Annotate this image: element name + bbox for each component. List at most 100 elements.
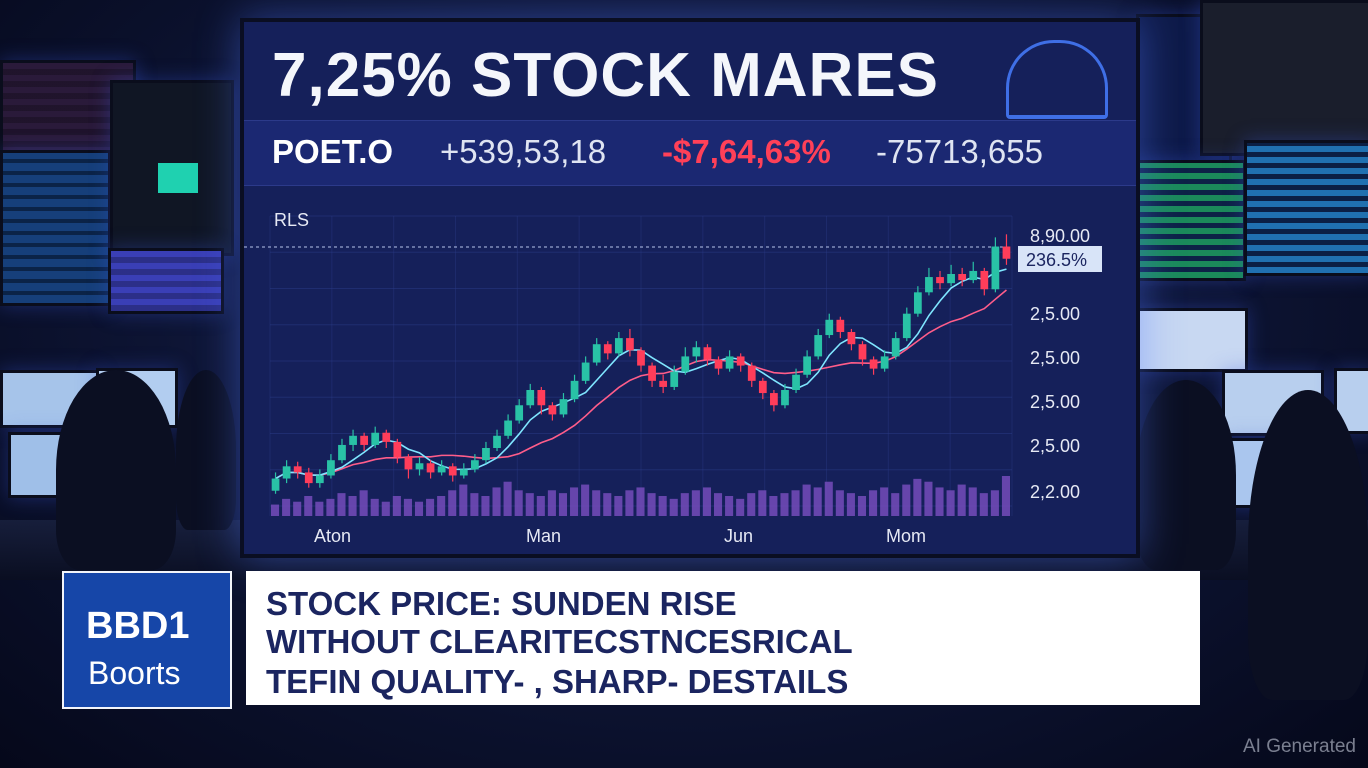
background-logo [158,163,198,193]
volume-bar [392,496,401,516]
caption-line: TEFIN QUALITY- , SHARP- DESTAILS [266,663,849,700]
network-brand-block: BBD1 Boorts [62,571,232,709]
background-monitor [110,80,234,256]
volume-bar [802,484,811,516]
candle-body [836,319,845,332]
x-tick-label: Jun [724,526,753,546]
caption-line: WITHOUT CLEARITECSTNCESRICAL [266,623,853,660]
candle-body [271,478,280,491]
volume-bar [669,498,678,516]
ticker-change: -$7,64,63% [662,133,831,170]
candle-body [459,469,468,476]
candle-body [913,292,922,314]
volume-bar [547,490,556,516]
candle-body [736,356,745,366]
candle-body [902,313,911,339]
volume-bar [293,501,302,516]
volume-bar [304,496,313,516]
volume-bar [968,487,977,516]
volume-bar [370,498,379,516]
volume-bar [459,484,468,516]
lower-third-caption: STOCK PRICE: SUNDEN RISE WITHOUT CLEARIT… [246,571,1200,705]
broadcast-logo-icon [1006,40,1108,119]
candle-body [626,338,634,351]
volume-bar [514,490,523,516]
candle-body [770,393,778,406]
ticker-volume: -75713,655 [876,133,1043,170]
volume-bar [658,496,667,516]
volume-bar [680,493,689,516]
watermark: AI Generated [1242,736,1356,757]
volume-bar [359,490,368,516]
volume-bar [437,496,446,516]
candle-body [526,390,535,406]
volume-bar [902,484,911,516]
volume-bar [636,487,645,516]
volume-bar [935,487,944,516]
candle-body [338,444,346,461]
volume-bar [470,493,479,516]
volume-bar [558,493,568,516]
candle-body [725,356,734,369]
volume-bar [448,490,457,516]
background-monitor [0,150,111,306]
candle-body [404,457,413,470]
candle-body [548,405,557,415]
candle-body [437,466,446,473]
x-tick-label: Mom [886,526,926,546]
candle-body [803,356,811,375]
candle-body [681,356,690,372]
volume-bar [403,498,412,516]
candle-body [891,338,900,357]
volume-bar [647,493,656,516]
volume-bar [414,501,424,516]
volume-bar [570,487,579,516]
candle-body [537,390,546,406]
candle-body [880,356,889,369]
candle-body [592,344,601,363]
y-tick-label: 2,2.00 [1030,482,1080,502]
candle-body [692,347,701,357]
y-tick-label: 2,5.00 [1030,348,1080,368]
volume-bar [758,490,767,516]
headline: 7,25% STOCK MARES [272,41,940,110]
candle-body [703,347,712,360]
volume-bar [271,504,280,516]
trader-silhouette [1248,390,1368,700]
candle-body [559,399,568,415]
trader-silhouette [1136,380,1236,570]
volume-bar [492,487,501,516]
y-tick-label: 8,90.00 [1030,226,1090,246]
volume-bar [857,496,867,516]
candle-body [869,359,878,369]
caption-line: STOCK PRICE: SUNDEN RISE [266,585,737,622]
candle-body [614,338,623,354]
trader-silhouette [176,370,236,530]
volume-bar [891,493,900,516]
volume-bar [481,496,490,516]
volume-bar [503,481,512,516]
background-monitor [1200,0,1368,156]
background-monitor [1244,140,1368,276]
volume-bar [791,490,800,516]
candle-body [781,390,789,406]
brand-name: Boorts [88,655,181,691]
volume-bar [957,484,966,516]
candle-body [603,344,612,354]
volume-bar [780,493,789,516]
volume-bar [1001,476,1010,516]
volume-bar [592,490,601,516]
volume-bar [536,496,545,516]
candle-body [493,435,501,448]
ticker-value: +539,53,18 [440,133,607,170]
candle-body [758,380,767,394]
volume-bar [426,498,435,516]
candle-body [1002,246,1011,259]
volume-bar [990,490,999,516]
y-tick-label: 2,5.00 [1030,392,1080,412]
volume-bar [824,481,833,516]
volume-bar [282,498,291,516]
candle-body [304,472,313,484]
candle-body [925,277,933,293]
candle-body [581,362,590,381]
